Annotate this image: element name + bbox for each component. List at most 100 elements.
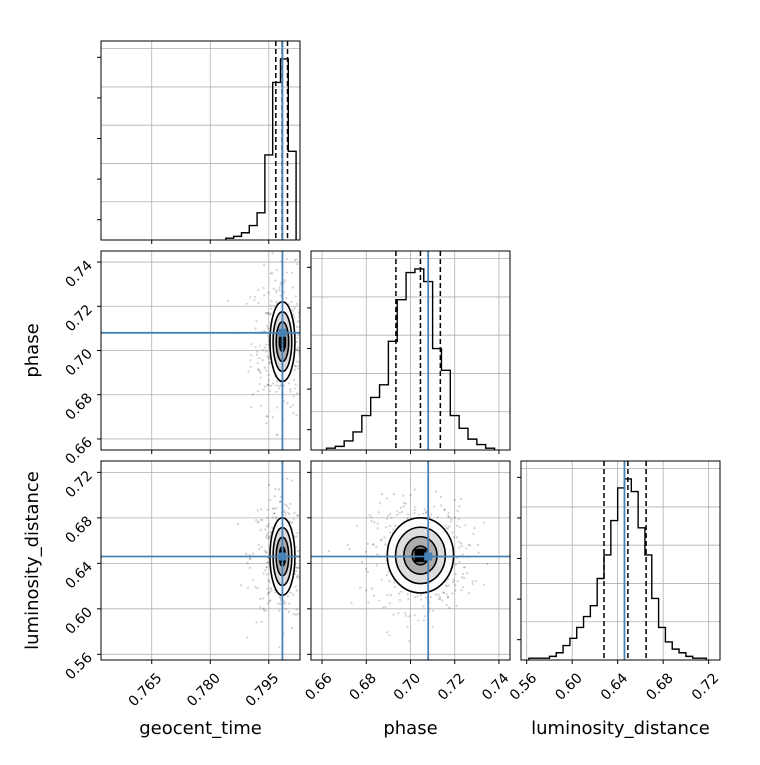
sample-point <box>268 361 271 364</box>
sample-point <box>292 378 296 382</box>
sample-point <box>268 599 271 603</box>
sample-point <box>301 295 303 297</box>
sample-point <box>277 384 280 387</box>
sample-point <box>304 368 306 370</box>
sample-point <box>429 513 433 516</box>
x-tick-label: 0.74 <box>479 670 512 703</box>
sample-point <box>251 578 255 581</box>
sample-point <box>294 365 297 368</box>
y-axis-title-phase: phase <box>22 323 43 377</box>
sample-point <box>304 547 306 549</box>
sample-point <box>284 503 287 506</box>
sample-point <box>256 368 260 371</box>
sample-point <box>304 343 306 345</box>
sample-point <box>308 386 310 388</box>
sample-point <box>301 563 303 565</box>
sample-point <box>257 547 261 551</box>
sample-point <box>422 605 425 608</box>
histogram-phase <box>325 268 496 450</box>
sample-point <box>269 272 272 275</box>
sample-point <box>355 524 358 527</box>
sample-point <box>266 312 269 315</box>
sample-point <box>477 551 480 554</box>
sample-point <box>278 500 282 503</box>
sample-point <box>380 538 383 541</box>
sample-point <box>302 321 304 323</box>
sample-point <box>268 535 271 539</box>
x-tick-label: 0.60 <box>552 670 585 703</box>
sample-point <box>296 392 299 395</box>
sample-point <box>267 343 270 346</box>
sample-point <box>375 545 378 548</box>
sample-point <box>314 312 316 314</box>
sample-point <box>273 512 276 515</box>
sample-point <box>455 604 458 607</box>
sample-point <box>250 354 253 357</box>
sample-point <box>304 288 306 290</box>
sample-point <box>277 488 281 491</box>
sample-point <box>279 384 282 387</box>
sample-point <box>313 279 315 281</box>
sample-point <box>289 387 292 391</box>
sample-point <box>296 302 299 306</box>
sample-point <box>425 510 428 513</box>
sample-point <box>270 384 273 387</box>
sample-point <box>269 530 272 533</box>
sample-point <box>269 312 272 315</box>
y-tick-label: 0.56 <box>62 650 95 683</box>
sample-point <box>303 506 305 508</box>
sample-point <box>289 591 292 595</box>
sample-point <box>394 524 397 527</box>
sample-point <box>388 579 391 583</box>
sample-point <box>308 342 310 344</box>
sample-point <box>346 543 349 546</box>
sample-point <box>289 405 292 409</box>
sample-point <box>419 598 423 601</box>
sample-point <box>301 542 303 544</box>
sample-point <box>306 529 308 531</box>
sample-point <box>429 595 433 599</box>
sample-point <box>313 491 315 493</box>
sample-point <box>266 557 270 560</box>
sample-point <box>277 387 281 390</box>
sample-point <box>422 512 425 515</box>
sample-point <box>278 596 282 599</box>
sample-point <box>302 540 304 542</box>
sample-point <box>257 520 260 523</box>
sample-point <box>457 540 460 544</box>
sample-point <box>267 373 270 377</box>
sample-point <box>390 516 393 519</box>
sample-point <box>304 579 306 581</box>
sample-point <box>301 351 303 353</box>
sample-point <box>287 512 291 516</box>
contour-line <box>394 526 447 585</box>
sample-point <box>296 360 299 363</box>
sample-point <box>263 385 267 388</box>
y-tick-label: 0.68 <box>62 390 95 423</box>
density-panel-geocent_time-luminosity_distance: 0.765 0.780 0.795 0.56 0.60 0.64 0.68 0.72 <box>62 460 315 710</box>
sample-point <box>473 526 476 530</box>
sample-point <box>458 505 461 508</box>
sample-point <box>305 288 307 290</box>
sample-point <box>278 609 281 612</box>
x-tick-label: 0.780 <box>184 670 224 710</box>
y-tick-label: 0.72 <box>62 302 95 335</box>
sample-point <box>262 330 265 333</box>
sample-point <box>267 483 271 487</box>
sample-point <box>289 502 292 505</box>
sample-point <box>364 550 367 553</box>
sample-point <box>269 304 272 307</box>
sample-point <box>359 586 362 589</box>
sample-point <box>246 562 249 565</box>
y-tick-label: 0.64 <box>62 559 95 592</box>
sample-point <box>267 312 270 315</box>
sample-point <box>365 567 368 571</box>
sample-point <box>385 573 388 577</box>
sample-point <box>383 536 386 539</box>
sample-point <box>289 390 292 393</box>
sample-point <box>245 302 248 305</box>
sample-point <box>454 563 457 566</box>
sample-point <box>467 592 471 595</box>
sample-point <box>293 511 296 515</box>
sample-point <box>446 596 450 599</box>
